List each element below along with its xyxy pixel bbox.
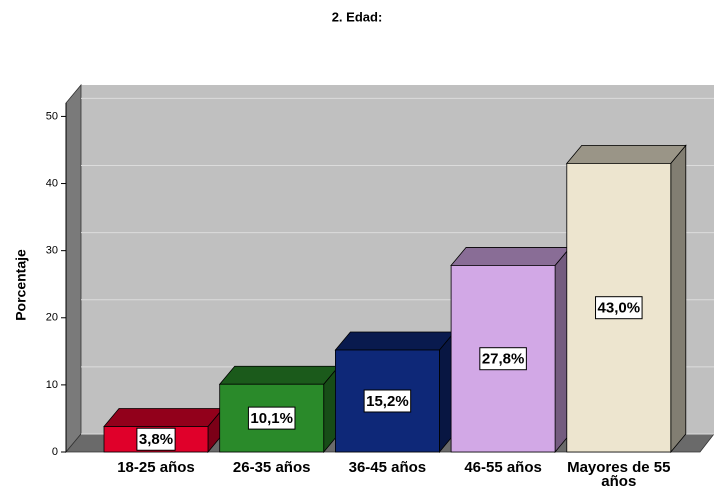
bar-top bbox=[450, 247, 571, 266]
y-tick-label: 10 bbox=[46, 379, 58, 391]
value-label: 10,1% bbox=[250, 410, 293, 427]
x-tick-label: 18-25 años bbox=[117, 459, 195, 476]
bar bbox=[566, 163, 672, 453]
value-label: 27,8% bbox=[482, 351, 525, 368]
bar-top bbox=[218, 365, 340, 385]
x-tick-label: 36-45 años bbox=[348, 459, 427, 476]
value-label: 3,8% bbox=[139, 431, 173, 448]
y-tick-label: 40 bbox=[46, 177, 58, 189]
value-label-box bbox=[479, 347, 527, 371]
bar-top bbox=[103, 408, 224, 427]
value-label: 15,2% bbox=[366, 393, 409, 410]
bar-top bbox=[565, 145, 687, 164]
y-tick-label: 0 bbox=[52, 446, 58, 458]
x-tick-label: 46-55 años bbox=[464, 459, 542, 476]
x-tick-label: Mayores de 55 años bbox=[567, 459, 671, 490]
left-wall bbox=[65, 83, 82, 454]
y-axis-label: Porcentaje bbox=[13, 249, 29, 321]
bar-top bbox=[334, 331, 456, 351]
chart-title: 2. Edad: bbox=[332, 9, 383, 24]
value-label-box bbox=[136, 427, 176, 451]
value-label: 43,0% bbox=[598, 300, 641, 317]
value-label-box bbox=[595, 296, 643, 320]
y-tick-label: 20 bbox=[46, 312, 58, 324]
value-label-box bbox=[247, 406, 296, 430]
x-tick-label: 26-35 años bbox=[232, 459, 311, 476]
bar-side bbox=[670, 144, 687, 454]
value-label-box bbox=[363, 389, 412, 413]
y-tick-label: 30 bbox=[46, 245, 58, 257]
y-tick-label: 50 bbox=[46, 110, 58, 122]
